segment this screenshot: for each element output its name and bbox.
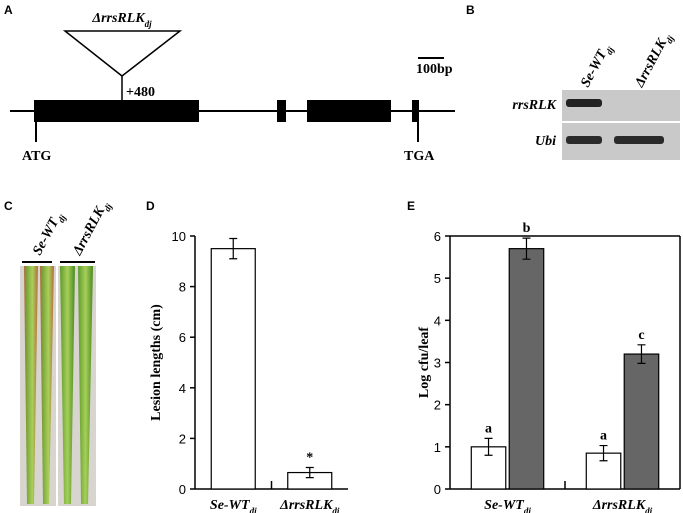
category-name: ΔrrsRLK: [279, 498, 334, 513]
category-name: Se-WT: [210, 498, 251, 513]
panel-label: A: [4, 3, 13, 17]
band: [566, 136, 602, 144]
gel-row-label: rrsRLK: [512, 98, 557, 113]
exon: [34, 100, 199, 122]
leaf: [60, 266, 75, 504]
error-bar: [484, 437, 493, 456]
insertion-label: ΔrrsRLKdj: [91, 11, 152, 29]
scale-label: 100bp: [416, 62, 453, 77]
stop-codon: TGA: [404, 149, 435, 164]
error-bar: [305, 466, 314, 479]
leaf: [78, 266, 93, 504]
lane-label: Se-WTdj: [578, 41, 616, 91]
y-tick-label: 8: [179, 280, 186, 295]
exon: [277, 100, 286, 122]
lane-label: Se-WTdj: [30, 209, 68, 259]
y-tick-label: 6: [179, 330, 186, 345]
start-codon: ATG: [22, 149, 51, 164]
category-subscript: dj: [524, 506, 532, 513]
category-name: Se-WT: [484, 498, 525, 513]
significance-label: a: [600, 429, 607, 444]
panel-label: C: [4, 199, 13, 213]
y-axis-label: Lesion lengths (cm): [149, 304, 164, 421]
y-tick-label: 2: [179, 431, 186, 446]
panel-label: D: [146, 199, 155, 213]
category-subscript: dj: [332, 506, 340, 513]
y-axis-label: Log cfu/leaf: [417, 327, 432, 398]
leaves: Se-WTdj ΔrrsRLKdj: [20, 198, 114, 506]
significance-label: a: [485, 421, 492, 436]
gel-row-label: Ubi: [535, 134, 556, 149]
error-bar: [522, 237, 531, 260]
error-bar: [599, 444, 608, 462]
y-tick-label: 4: [179, 381, 186, 396]
y-tick-label: 5: [434, 271, 441, 286]
leaf: [24, 266, 38, 504]
y-tick-label: 1: [434, 440, 441, 455]
significance-label: b: [523, 221, 531, 236]
lane-label: ΔrrsRLKdj: [632, 30, 676, 92]
position-label: +480: [126, 85, 155, 100]
y-tick-label: 0: [179, 482, 186, 497]
leaf: [40, 266, 54, 504]
exon: [307, 100, 391, 122]
bar: [623, 353, 660, 490]
category-subscript: dj: [250, 506, 258, 513]
y-tick-label: 3: [434, 356, 441, 371]
panel-label: B: [466, 3, 475, 17]
bar: [210, 248, 256, 490]
category-subscript: dj: [645, 506, 653, 513]
significance-label: c: [638, 328, 644, 343]
gene-map: ΔrrsRLKdj +480 100bp ATG TGA: [10, 11, 455, 164]
x-tick-label: Se-WTdj: [210, 498, 257, 513]
x-tick-label: ΔrrsRLKdj: [279, 498, 340, 513]
category-name: ΔrrsRLK: [592, 498, 647, 513]
y-tick-label: 2: [434, 398, 441, 413]
y-tick-label: 6: [434, 229, 441, 244]
exon: [412, 100, 419, 122]
bar: [508, 248, 545, 490]
lane-label: ΔrrsRLKdj: [70, 198, 114, 260]
band: [614, 136, 664, 144]
gel: rrsRLK Ubi Se-WTdj ΔrrsRLKdj: [512, 30, 680, 160]
insertion-triangle: [62, 30, 183, 77]
error-bar: [229, 237, 238, 260]
x-tick-label: ΔrrsRLKdj: [592, 498, 653, 513]
panel-label: E: [407, 199, 415, 213]
y-tick-label: 10: [172, 229, 186, 244]
x-tick-label: Se-WTdj: [484, 498, 531, 513]
band: [566, 99, 602, 107]
y-tick-label: 4: [434, 313, 441, 328]
significance-label: *: [306, 450, 313, 465]
y-tick-label: 0: [434, 482, 441, 497]
error-bar: [637, 344, 646, 364]
